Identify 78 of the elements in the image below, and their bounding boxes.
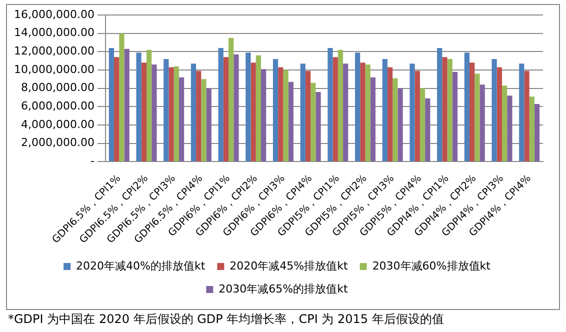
bar [387,67,393,162]
bar [119,33,124,162]
y-tick-label: 10,000,000.00 [14,62,94,76]
bar [338,50,344,162]
bar [164,59,169,162]
bar [529,96,534,162]
bar [355,52,360,162]
bar [343,64,348,162]
y-tick-label: - [90,154,94,168]
bar [420,88,426,162]
bar [108,48,114,162]
legend-label: 2020年减45%排放值kt [230,259,348,272]
bar [392,78,398,162]
legend-label: 2030年减65%的排放值kt [218,282,348,296]
y-tick-label: 14,000,000.00 [14,26,94,40]
bar [447,59,452,162]
bar [382,59,388,162]
bar [234,54,239,162]
text: *GDPI 为中国在 2020 年后假设的 GDP 年均增长率，CPI 为 2015 年后假设的值 [8,311,444,328]
bar [470,62,475,162]
bar [305,70,311,162]
bar [168,67,174,162]
bar [206,88,212,162]
bar [218,48,224,162]
bar [124,48,130,162]
bar [507,96,512,162]
bar [141,62,146,162]
y-tick-label: 12,000,000.00 [14,44,94,58]
bar [425,98,430,162]
y-tick-label: 6,000,000.00 [20,100,94,113]
bar [283,70,288,162]
bar [261,69,266,162]
bar [136,52,142,162]
bar [496,67,502,162]
bar [228,38,234,162]
bar [442,57,448,162]
bar [114,57,120,162]
bar [152,64,157,162]
bar [246,52,251,162]
y-tick-label: 8,000,000.00 [20,81,94,94]
bar [360,62,366,162]
y-tick-label: 2,000,000.00 [20,136,94,150]
bar [534,104,540,162]
bar [452,72,458,162]
bar [278,67,284,162]
bar [272,59,278,162]
bar [250,62,256,162]
bar [310,82,316,162]
bar [524,70,530,162]
bar [256,55,261,162]
bar [464,52,470,162]
legend-label: 2020年减40%的排放值kt [76,259,206,272]
bar [223,57,229,162]
bar [414,70,420,162]
bar [190,64,196,162]
bar [365,64,370,162]
y-tick-label: 16,000,000.00 [14,8,94,21]
bar [288,82,294,162]
bar [370,77,376,162]
bar [146,50,152,162]
bar [316,92,321,162]
bar [201,79,206,162]
bar [437,48,442,162]
bar [502,86,508,162]
bar [398,88,403,162]
bar [178,77,184,162]
bar [196,70,202,162]
bar [410,64,415,162]
y-tick-label: 4,000,000.00 [20,118,94,131]
bar [492,59,497,162]
bar [300,64,306,162]
bar [519,64,524,162]
bar [174,66,179,162]
bar [328,48,333,162]
bar [474,74,480,162]
legend-label: 2030年减60%排放值kt [372,259,492,272]
bar [480,84,485,162]
bar [332,57,338,162]
